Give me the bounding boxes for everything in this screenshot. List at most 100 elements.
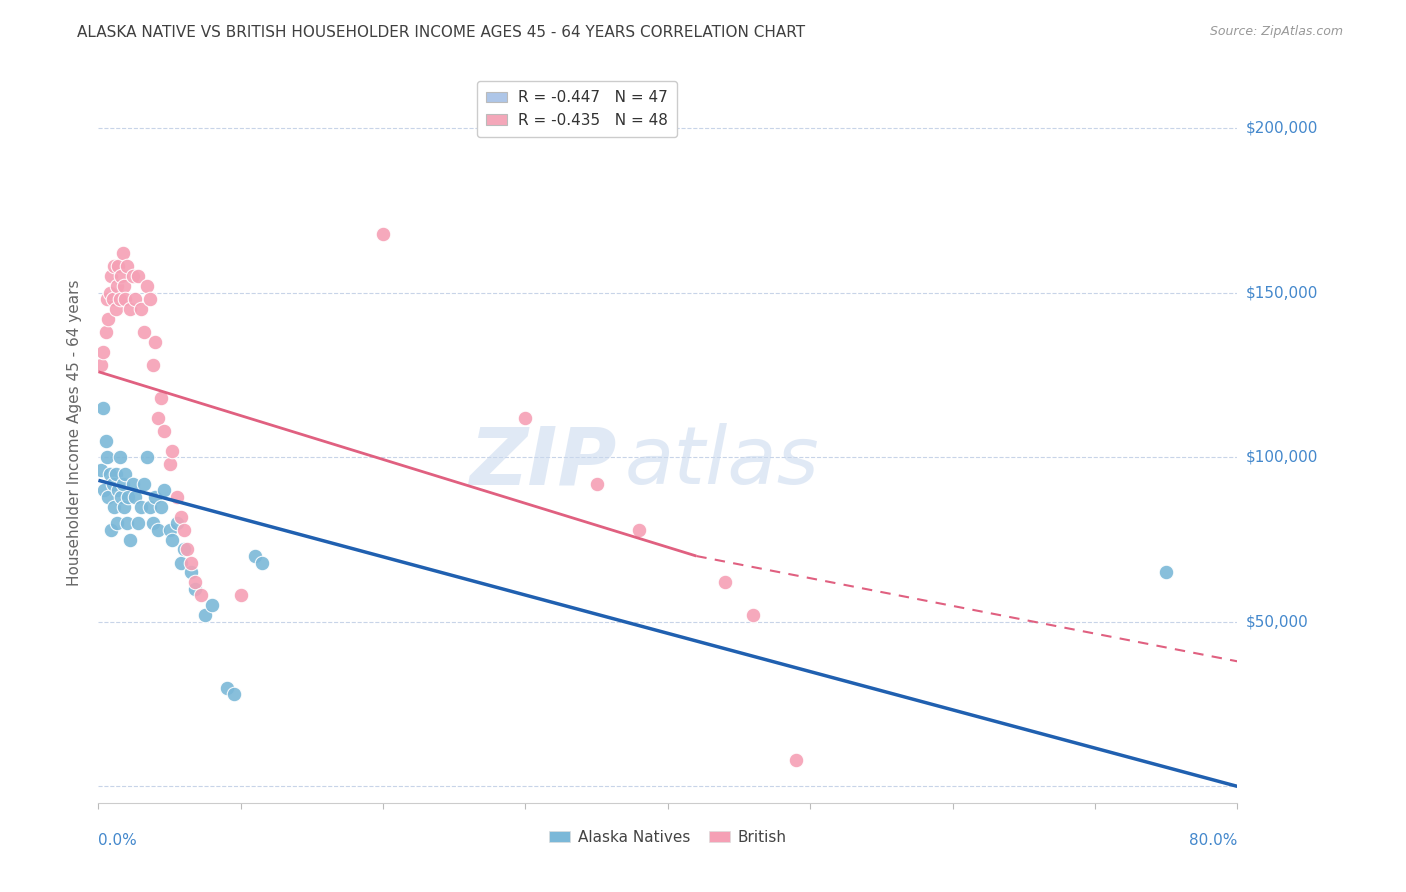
- Point: [159, 457, 181, 471]
- Point: [176, 542, 198, 557]
- Point: [132, 476, 155, 491]
- Point: [190, 589, 212, 603]
- Point: [222, 687, 245, 701]
- Point: [132, 325, 155, 339]
- Point: [194, 608, 217, 623]
- Point: [153, 483, 176, 498]
- Point: [104, 467, 127, 481]
- Point: [243, 549, 266, 563]
- Point: [110, 269, 132, 284]
- Point: [173, 542, 195, 557]
- Point: [104, 302, 127, 317]
- Y-axis label: Householder Income Ages 45 - 64 years: Householder Income Ages 45 - 64 years: [67, 279, 83, 586]
- Point: [150, 500, 173, 514]
- Point: [91, 345, 114, 359]
- Point: [170, 556, 193, 570]
- Point: [127, 516, 149, 530]
- Text: Source: ZipAtlas.com: Source: ZipAtlas.com: [1209, 25, 1343, 38]
- Text: 80.0%: 80.0%: [1189, 833, 1237, 848]
- Point: [98, 285, 121, 300]
- Point: [145, 490, 167, 504]
- Text: $150,000: $150,000: [1246, 285, 1319, 301]
- Point: [166, 516, 188, 530]
- Point: [101, 476, 124, 491]
- Point: [103, 500, 125, 514]
- Point: [714, 575, 737, 590]
- Point: [145, 335, 167, 350]
- Point: [373, 227, 395, 241]
- Point: [114, 293, 136, 307]
- Point: [110, 490, 132, 504]
- Point: [111, 246, 134, 260]
- Text: $100,000: $100,000: [1246, 450, 1319, 465]
- Point: [97, 490, 120, 504]
- Point: [115, 260, 138, 274]
- Point: [100, 523, 122, 537]
- Point: [215, 681, 238, 695]
- Point: [97, 312, 120, 326]
- Text: $50,000: $50,000: [1246, 615, 1309, 630]
- Point: [117, 490, 139, 504]
- Point: [98, 467, 121, 481]
- Point: [129, 500, 152, 514]
- Point: [201, 599, 224, 613]
- Point: [1154, 566, 1177, 580]
- Point: [118, 533, 141, 547]
- Point: [180, 556, 202, 570]
- Point: [162, 533, 184, 547]
- Point: [138, 293, 160, 307]
- Point: [229, 589, 252, 603]
- Point: [94, 434, 117, 448]
- Point: [100, 269, 122, 284]
- Point: [515, 410, 537, 425]
- Point: [93, 483, 115, 498]
- Point: [166, 490, 188, 504]
- Point: [148, 410, 170, 425]
- Point: [101, 293, 124, 307]
- Point: [785, 753, 807, 767]
- Point: [129, 302, 152, 317]
- Text: ZIP: ZIP: [470, 423, 617, 501]
- Point: [124, 293, 146, 307]
- Point: [135, 450, 157, 465]
- Point: [90, 358, 112, 372]
- Point: [127, 269, 149, 284]
- Point: [114, 467, 136, 481]
- Text: $200,000: $200,000: [1246, 120, 1319, 136]
- Point: [250, 556, 273, 570]
- Point: [112, 279, 135, 293]
- Point: [162, 443, 184, 458]
- Point: [108, 293, 131, 307]
- Point: [115, 516, 138, 530]
- Point: [170, 509, 193, 524]
- Point: [138, 500, 160, 514]
- Point: [159, 523, 181, 537]
- Point: [150, 391, 173, 405]
- Point: [118, 302, 141, 317]
- Point: [742, 608, 765, 623]
- Point: [184, 582, 207, 596]
- Point: [173, 523, 195, 537]
- Point: [108, 450, 131, 465]
- Point: [153, 424, 176, 438]
- Point: [124, 490, 146, 504]
- Point: [585, 476, 607, 491]
- Point: [107, 483, 129, 498]
- Point: [105, 279, 128, 293]
- Point: [112, 500, 135, 514]
- Point: [141, 516, 163, 530]
- Point: [111, 476, 134, 491]
- Point: [94, 325, 117, 339]
- Point: [148, 523, 170, 537]
- Point: [180, 566, 202, 580]
- Text: atlas: atlas: [624, 423, 820, 501]
- Point: [121, 269, 143, 284]
- Point: [90, 463, 112, 477]
- Point: [103, 260, 125, 274]
- Text: ALASKA NATIVE VS BRITISH HOUSEHOLDER INCOME AGES 45 - 64 YEARS CORRELATION CHART: ALASKA NATIVE VS BRITISH HOUSEHOLDER INC…: [77, 25, 806, 40]
- Point: [105, 516, 128, 530]
- Point: [121, 476, 143, 491]
- Point: [107, 260, 129, 274]
- Point: [96, 293, 118, 307]
- Point: [628, 523, 651, 537]
